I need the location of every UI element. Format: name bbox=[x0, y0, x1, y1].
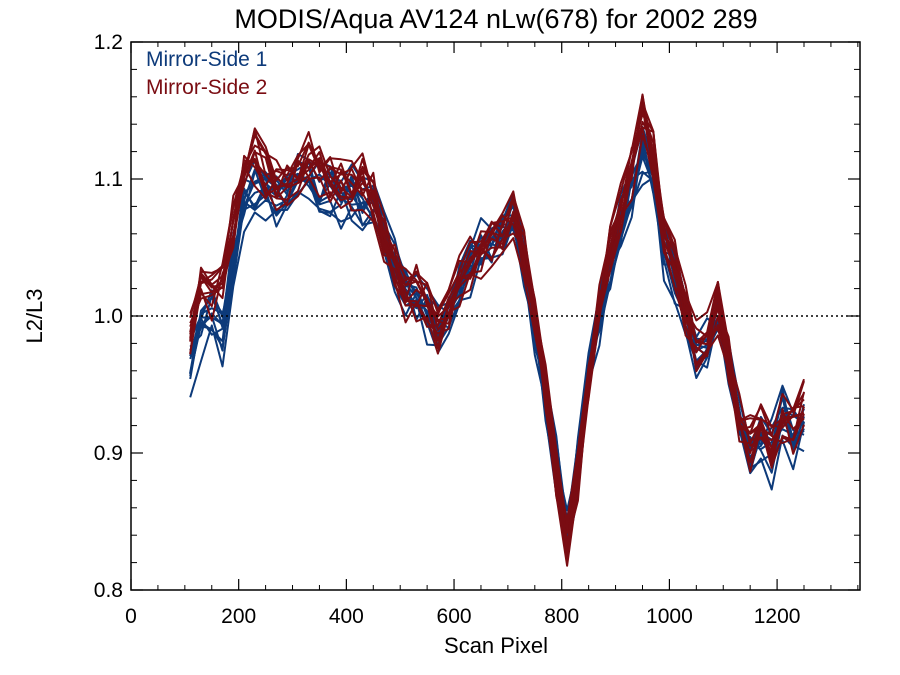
series-2-line bbox=[189, 99, 805, 552]
y-tick-label: 1.0 bbox=[94, 305, 123, 328]
x-axis-label: Scan Pixel bbox=[444, 633, 548, 658]
x-tick-label: 0 bbox=[125, 605, 137, 628]
series-2 bbox=[189, 93, 805, 567]
chart-title: MODIS/Aqua AV124 nLw(678) for 2002 289 bbox=[234, 4, 757, 34]
legend-entry-1: Mirror-Side 1 bbox=[146, 48, 267, 71]
series-2-line bbox=[189, 94, 805, 526]
legend-entry-2: Mirror-Side 2 bbox=[146, 76, 267, 99]
x-tick-label: 200 bbox=[221, 605, 256, 628]
y-tick-label: 0.9 bbox=[94, 442, 123, 465]
x-tick-label: 400 bbox=[329, 605, 364, 628]
y-axis-label: L2/L3 bbox=[22, 288, 47, 343]
x-tick-label: 1200 bbox=[754, 605, 801, 628]
plot-frame bbox=[130, 41, 861, 591]
y-tick-label: 1.1 bbox=[94, 168, 123, 191]
legend: Mirror-Side 1 Mirror-Side 2 bbox=[146, 48, 267, 99]
series-2-line bbox=[189, 120, 805, 551]
y-tick-label: 1.2 bbox=[94, 31, 123, 54]
y-tick-label: 0.8 bbox=[94, 579, 123, 602]
series-2-line bbox=[189, 134, 805, 544]
x-tick-label: 1000 bbox=[646, 605, 693, 628]
series-layer bbox=[189, 93, 805, 567]
x-tick-label: 800 bbox=[544, 605, 579, 628]
x-tick-label: 600 bbox=[437, 605, 472, 628]
